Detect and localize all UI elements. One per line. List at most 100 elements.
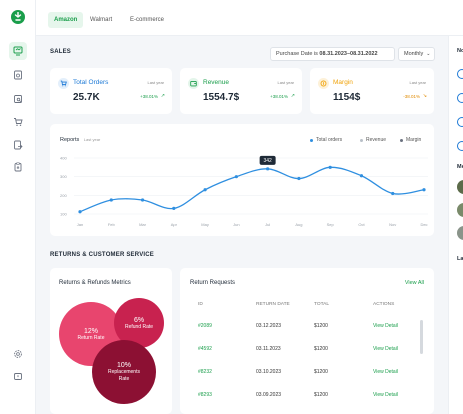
view-detail-link[interactable]: View Detail — [373, 392, 398, 398]
kpi-label: Revenue — [203, 79, 230, 86]
row-id[interactable]: #4592 — [198, 346, 212, 352]
data-point[interactable] — [203, 188, 207, 192]
chat-icon[interactable] — [9, 368, 27, 386]
view-detail-link[interactable]: View Detail — [373, 346, 398, 352]
refund-rate-label: Refund Rate — [124, 323, 154, 330]
kpi-change: +38.01% — [270, 94, 288, 99]
x-tick-label: Mar — [139, 222, 147, 227]
kpi-value: 1154$ — [333, 92, 361, 103]
replacements-rate-label: Replacements Rate — [108, 368, 140, 382]
date-filter-label: Purchase Date is — [276, 51, 318, 57]
dashboard-icon[interactable] — [9, 42, 27, 60]
inventory-icon[interactable] — [9, 90, 27, 108]
avatar[interactable] — [457, 203, 463, 217]
reports-line-chart: 100 200 300 400 Jan Feb Mar Apr May Jun Jul Aug Sep… — [60, 155, 428, 227]
replacements-rate-bubble[interactable]: 10% Replacements Rate — [92, 340, 156, 404]
x-axis-labels: Jan Feb Mar Apr May Jun Jul Aug Sep Oct Nov Dec — [77, 222, 428, 227]
x-tick-label: Jun — [233, 222, 239, 227]
shipping-icon[interactable] — [9, 136, 27, 154]
refund-rate-value: 6% — [133, 316, 145, 324]
y-tick-label: 200 — [60, 193, 67, 198]
avatar[interactable] — [457, 226, 463, 240]
data-point[interactable] — [422, 188, 426, 192]
data-point[interactable] — [297, 176, 301, 181]
avatar[interactable] — [457, 180, 463, 194]
data-point[interactable] — [78, 210, 82, 214]
row-id[interactable]: #2089 — [198, 323, 212, 329]
x-tick-label: Jan — [77, 222, 83, 227]
scrollbar[interactable] — [420, 320, 423, 354]
settings-icon[interactable] — [9, 345, 27, 363]
sidebar — [0, 0, 36, 414]
top-bar: Amazon Walmart E-commerce — [36, 0, 463, 36]
legend-revenue[interactable]: Revenue — [360, 137, 386, 143]
data-point[interactable] — [172, 206, 176, 210]
row-total: $1200 — [314, 346, 328, 352]
y-tick-label: 400 — [60, 156, 67, 161]
tooltip-box — [259, 155, 276, 165]
kpi-card-margin: Margin 1154$ Last year -38.01% ↘ — [310, 68, 434, 114]
view-detail-link[interactable]: View Detail — [373, 369, 398, 375]
legend-dot — [400, 138, 403, 142]
data-point[interactable] — [266, 167, 270, 171]
view-all-link[interactable]: View All — [404, 280, 424, 286]
tab-walmart[interactable]: Walmart — [90, 17, 113, 23]
legend-dot — [360, 138, 363, 142]
notification-icon[interactable] — [457, 93, 463, 103]
x-tick-label: Nov — [389, 222, 396, 227]
data-point[interactable] — [328, 165, 332, 169]
y-tick-label: 300 — [60, 174, 67, 179]
row-id[interactable]: #8232 — [198, 369, 212, 375]
trend-down-icon: ↘ — [422, 93, 427, 99]
legend-dot — [310, 138, 313, 142]
y-axis-labels: 100 200 300 400 — [60, 156, 67, 217]
metrics-title: Returns & Refunds Metrics — [59, 280, 131, 286]
cart-icon — [58, 78, 69, 89]
refund-rate-bubble[interactable]: 6% Refund Rate — [114, 298, 164, 348]
row-total: $1200 — [314, 369, 328, 375]
tab-amazon[interactable]: Amazon — [48, 12, 84, 28]
data-point[interactable] — [391, 191, 395, 196]
replacements-rate-value: 10% — [116, 361, 131, 369]
period-select[interactable]: Monthly ⌄ — [398, 47, 435, 61]
reports-title-text: Reports — [60, 137, 80, 143]
series-points — [78, 165, 426, 214]
notification-icon[interactable] — [457, 117, 463, 127]
kpi-label: Margin — [333, 79, 353, 86]
tooltip-value: 342 — [263, 158, 272, 164]
cart-icon[interactable] — [9, 113, 27, 131]
x-tick-label: Jul — [265, 222, 270, 227]
kpi-value: 1554.7$ — [203, 92, 240, 103]
data-point[interactable] — [140, 198, 145, 202]
wallet-icon — [188, 78, 199, 89]
notification-icon[interactable] — [457, 69, 463, 79]
legend-label: Revenue — [366, 137, 387, 143]
chart-tooltip: 342 — [259, 155, 276, 165]
right-panel-label-notifications: No — [457, 48, 463, 54]
date-filter[interactable]: Purchase Date is 08.31.2023–08.31.2022 — [270, 47, 395, 61]
chevron-down-icon: ⌄ — [426, 51, 431, 57]
notification-icon[interactable] — [457, 141, 463, 151]
x-tick-label: May — [201, 222, 209, 227]
orders-icon[interactable] — [9, 66, 27, 84]
tab-e-commerce[interactable]: E-commerce — [130, 17, 165, 23]
data-point[interactable] — [109, 198, 113, 202]
x-tick-label: Feb — [108, 222, 116, 227]
legend-total-orders[interactable]: Total orders — [310, 137, 342, 143]
clipboard-icon[interactable] — [9, 158, 27, 176]
col-header-actions[interactable]: ACTIONS — [373, 302, 395, 307]
row-total: $1200 — [314, 392, 328, 398]
row-id[interactable]: #8293 — [198, 392, 212, 398]
kpi-change: +38.01% — [140, 94, 158, 99]
x-tick-label: Dec — [420, 222, 427, 227]
data-point[interactable] — [234, 175, 238, 179]
col-header-total[interactable]: TOTAL — [314, 302, 330, 307]
legend-margin[interactable]: Margin — [400, 137, 421, 143]
col-header-id[interactable]: ID — [198, 302, 203, 307]
kpi-card-revenue: Revenue 1554.7$ Last year +38.01% ↗ — [180, 68, 302, 114]
col-header-return-date[interactable]: RETURN DATE — [256, 302, 290, 307]
data-point[interactable] — [359, 174, 364, 178]
app-logo[interactable] — [11, 10, 25, 24]
kpi-period: Last year — [277, 80, 294, 85]
view-detail-link[interactable]: View Detail — [373, 323, 398, 329]
